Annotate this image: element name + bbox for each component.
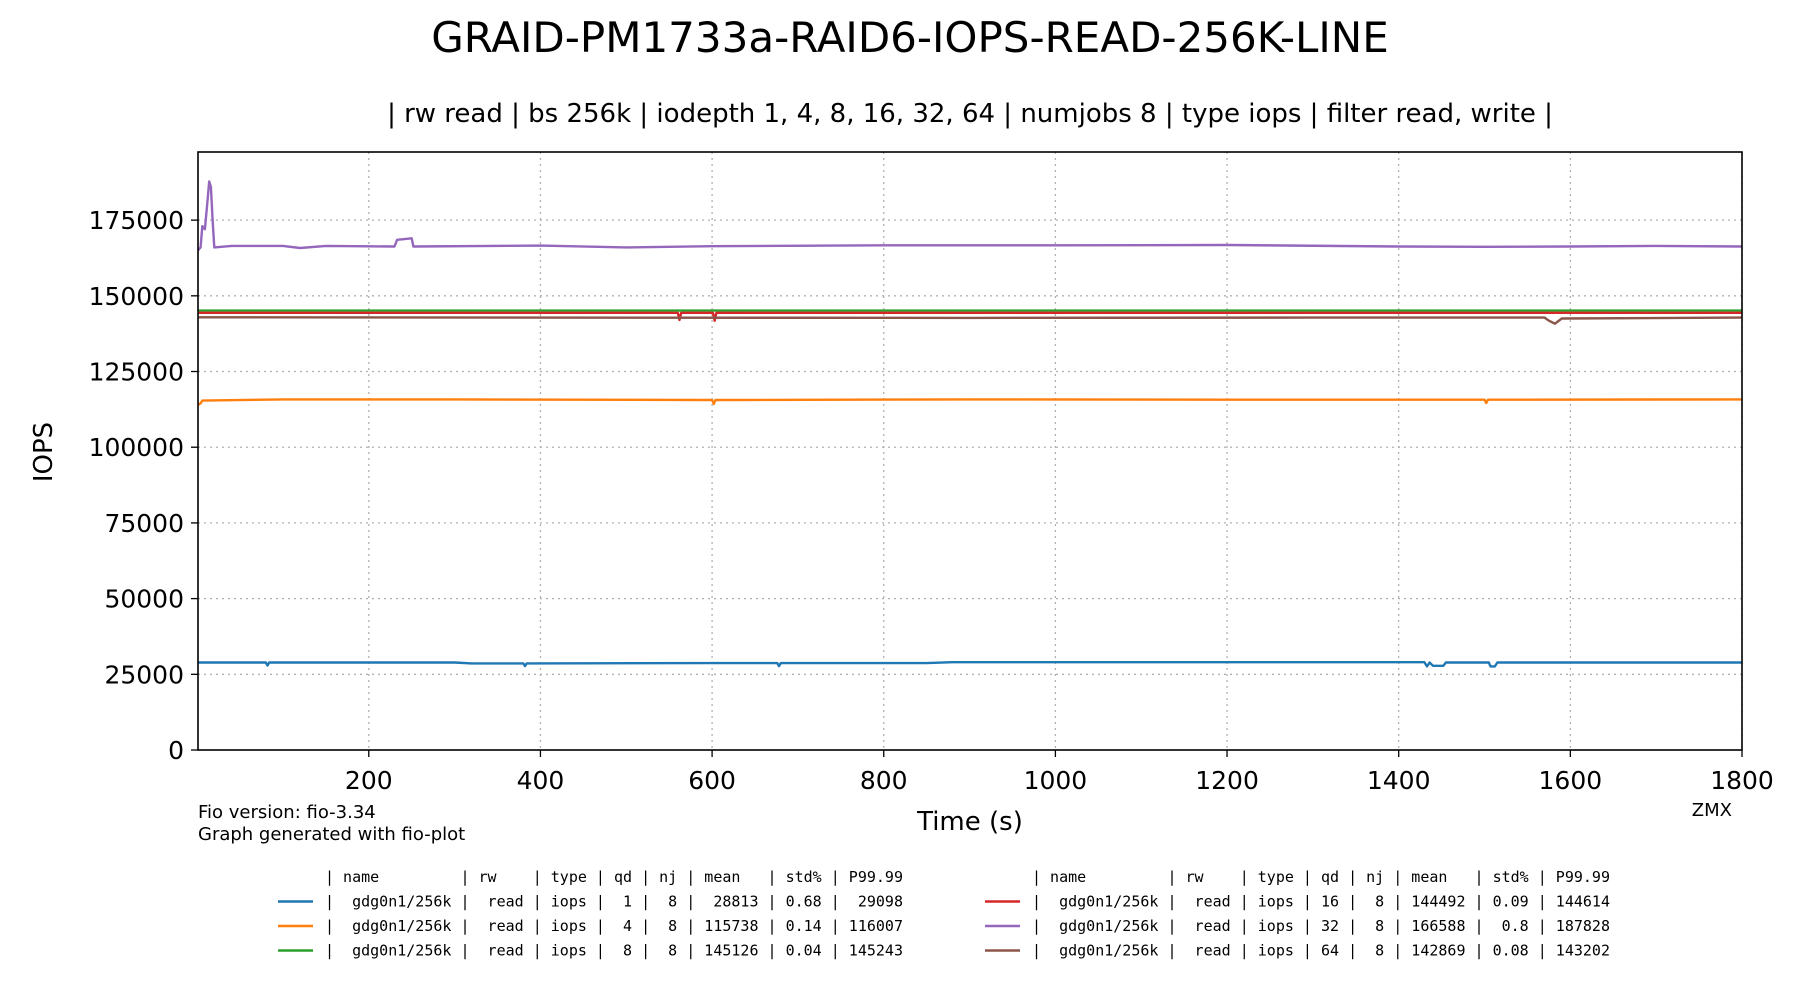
plot-frame [197,151,1743,751]
y-tick-label: 175000 [89,206,184,235]
y-axis-label: IOPS [29,422,59,482]
legend-row: | gdg0n1/256k | read | iops | 4 | 8 | 11… [325,917,903,935]
corner-tag: ZMX [1692,800,1732,821]
x-tick-label: 1400 [1367,766,1431,795]
y-tick-label: 50000 [104,585,184,614]
y-tick-label: 100000 [89,433,184,462]
fio-plot-note: Graph generated with fio-plot [198,824,465,845]
series-line-4 [198,311,1742,322]
x-axis-label: Time (s) [916,807,1023,837]
legend-table: | name | rw | type | qd | nj | mean | st… [278,868,1610,960]
fio-version-note: Fio version: fio-3.34 [198,802,376,823]
legend-header: | name | rw | type | qd | nj | mean | st… [325,868,903,886]
y-tick-label: 75000 [104,509,184,538]
series-line-1 [198,661,1742,668]
x-tick-label: 1200 [1195,766,1259,795]
legend-row: | gdg0n1/256k | read | iops | 32 | 8 | 1… [1032,917,1610,935]
chart-subtitle: | rw read | bs 256k | iodepth 1, 4, 8, 1… [387,99,1553,129]
x-axis-ticks: 200 400 600 800 1000 1200 1400 1600 1800 [345,750,1774,795]
legend-row: | gdg0n1/256k | read | iops | 64 | 8 | 1… [1032,942,1610,960]
y-tick-label: 25000 [104,660,184,689]
series-line-5 [197,180,1743,252]
chart-title: GRAID-PM1733a-RAID6-IOPS-READ-256K-LINE [431,13,1389,62]
series-line-6 [197,316,1743,325]
y-axis-ticks: 0 25000 50000 75000 100000 125000 150000 175000 [89,206,198,765]
x-tick-label: 400 [517,766,565,795]
legend-row: | gdg0n1/256k | read | iops | 16 | 8 | 1… [1032,893,1610,911]
x-tick-label: 800 [860,766,908,795]
series-lines [197,180,1743,668]
x-tick-label: 1000 [1024,766,1088,795]
x-tick-label: 1800 [1710,766,1774,795]
series-line-2 [197,398,1743,406]
x-tick-label: 600 [688,766,736,795]
y-tick-label: 150000 [89,282,184,311]
x-tick-label: 1600 [1539,766,1603,795]
y-tick-label: 0 [168,736,184,765]
legend-header: | name | rw | type | qd | nj | mean | st… [1032,868,1610,886]
legend-row: | gdg0n1/256k | read | iops | 1 | 8 | 28… [325,893,903,911]
legend-row: | gdg0n1/256k | read | iops | 8 | 8 | 14… [325,942,903,960]
y-tick-label: 125000 [89,358,184,387]
x-tick-label: 200 [345,766,393,795]
